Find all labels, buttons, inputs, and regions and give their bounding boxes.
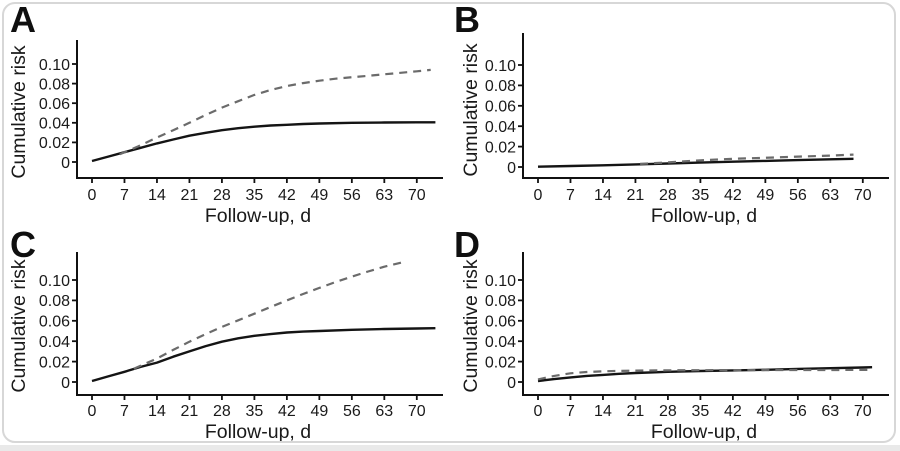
x-tick-label: 28 — [659, 187, 677, 204]
x-axis-title: Follow-up, d — [205, 205, 311, 225]
x-tick-label: 70 — [408, 187, 426, 204]
x-tick-label: 7 — [120, 403, 129, 420]
y-tick-label: 0.08 — [485, 78, 516, 95]
x-tick-label: 56 — [789, 403, 807, 420]
panel-b: B 0 0.02 0.04 0.06 0.08 0.10 0 7 14 21 28 35 42 49 56 6… — [450, 0, 900, 225]
x-tick-label: 42 — [278, 187, 296, 204]
panel-a-plot: 0 0.02 0.04 0.06 0.08 0.10 0 7 14 21 28 35 42 49 56 63 7… — [8, 40, 443, 225]
panel-a-letter: A — [10, 0, 36, 40]
x-tick-label: 28 — [213, 187, 231, 204]
x-tick-label: 0 — [534, 403, 543, 420]
x-tick-label: 0 — [534, 187, 543, 204]
x-tick-label: 35 — [246, 403, 264, 420]
x-tick-label: 7 — [566, 403, 575, 420]
y-tick-label: 0.06 — [485, 314, 516, 331]
y-tick-label: 0 — [507, 375, 516, 392]
y-axis-title: Cumulative risk — [8, 259, 30, 393]
x-tick-label: 42 — [724, 403, 742, 420]
y-tick-label: 0.04 — [39, 334, 70, 351]
x-tick-label: 49 — [756, 187, 774, 204]
panel-b-plot: 0 0.02 0.04 0.06 0.08 0.10 0 7 14 21 28 35 42 49 56 63 7… — [460, 33, 889, 225]
y-axis-title: Cumulative risk — [460, 259, 482, 393]
page-background-strip — [0, 445, 900, 451]
x-tick-label: 21 — [627, 403, 645, 420]
x-tick-label: 21 — [627, 187, 645, 204]
y-tick-label: 0.02 — [485, 139, 516, 156]
x-tick-label: 56 — [343, 187, 361, 204]
x-tick-label: 49 — [756, 403, 774, 420]
panel-c-plot: 0 0.02 0.04 0.06 0.08 0.10 0 7 14 21 28 35 42 49 56 63 7… — [8, 252, 443, 443]
panel-c: C 0 0.02 0.04 0.06 0.08 0.10 0 7 14 21 28 35 42 49 56 6… — [0, 225, 450, 450]
x-axis-title: Follow-up, d — [651, 205, 757, 225]
dashed-curve — [133, 261, 404, 370]
y-tick-label: 0.06 — [39, 96, 70, 113]
x-tick-label: 0 — [88, 403, 97, 420]
x-axis-title: Follow-up, d — [651, 421, 757, 443]
y-tick-label: 0.08 — [485, 293, 516, 310]
panel-b-letter: B — [454, 0, 480, 40]
y-axis-title: Cumulative risk — [460, 43, 482, 177]
solid-curve — [537, 157, 854, 168]
y-tick-label: 0.02 — [485, 354, 516, 371]
solid-curve — [91, 327, 436, 383]
x-axis-title: Follow-up, d — [205, 421, 311, 443]
x-tick-label: 28 — [659, 403, 677, 420]
x-tick-label: 35 — [692, 187, 710, 204]
y-tick-label: 0.10 — [39, 57, 70, 74]
solid-curve — [91, 121, 436, 163]
x-tick-label: 70 — [854, 403, 872, 420]
x-tick-label: 7 — [120, 187, 129, 204]
x-tick-label: 63 — [821, 187, 839, 204]
y-tick-label: 0.10 — [485, 273, 516, 290]
x-tick-label: 28 — [213, 403, 231, 420]
x-tick-label: 21 — [181, 403, 199, 420]
x-tick-label: 70 — [854, 187, 872, 204]
x-tick-label: 63 — [821, 403, 839, 420]
y-tick-label: 0 — [61, 155, 70, 172]
x-tick-label: 21 — [181, 187, 199, 204]
x-tick-label: 56 — [789, 187, 807, 204]
x-tick-label: 56 — [343, 403, 361, 420]
x-tick-label: 35 — [246, 187, 264, 204]
x-tick-label: 63 — [375, 403, 393, 420]
y-tick-label: 0.06 — [485, 99, 516, 116]
y-tick-label: 0.10 — [485, 58, 516, 75]
x-tick-label: 49 — [310, 187, 328, 204]
y-tick-label: 0.02 — [39, 354, 70, 371]
y-tick-label: 0.08 — [39, 76, 70, 93]
x-tick-label: 42 — [724, 187, 742, 204]
x-tick-label: 14 — [148, 403, 166, 420]
y-tick-label: 0.08 — [39, 293, 70, 310]
x-tick-label: 49 — [310, 403, 328, 420]
x-tick-label: 7 — [566, 187, 575, 204]
y-axis-title: Cumulative risk — [8, 45, 30, 179]
y-tick-label: 0.04 — [485, 119, 516, 136]
dashed-curve — [537, 368, 873, 381]
x-tick-label: 14 — [594, 403, 612, 420]
x-tick-label: 14 — [594, 187, 612, 204]
y-tick-label: 0.04 — [39, 116, 70, 133]
panel-d: D 0 0.02 0.04 0.06 0.08 0.10 0 7 14 21 28 35 42 49 56 6… — [450, 225, 900, 450]
y-tick-label: 0 — [507, 160, 516, 177]
x-tick-label: 63 — [375, 187, 393, 204]
dashed-curve — [640, 153, 854, 165]
panel-a: A 0 0.02 0.04 0.06 0.08 0.10 0 7 14 21 28 35 42 49 56 6… — [0, 0, 450, 225]
x-tick-label: 14 — [148, 187, 166, 204]
y-tick-label: 0.10 — [39, 273, 70, 290]
x-tick-label: 42 — [278, 403, 296, 420]
y-tick-label: 0.02 — [39, 135, 70, 152]
y-tick-label: 0.04 — [485, 334, 516, 351]
panel-c-letter: C — [10, 224, 36, 265]
x-tick-label: 35 — [692, 403, 710, 420]
dashed-curve — [119, 68, 431, 156]
x-tick-label: 70 — [408, 403, 426, 420]
panel-d-letter: D — [454, 224, 480, 265]
panel-d-plot: 0 0.02 0.04 0.06 0.08 0.10 0 7 14 21 28 35 42 49 56 63 7… — [460, 252, 889, 443]
solid-curve — [537, 366, 873, 383]
y-tick-label: 0.06 — [39, 314, 70, 331]
y-tick-label: 0 — [61, 375, 70, 392]
x-tick-label: 0 — [88, 187, 97, 204]
